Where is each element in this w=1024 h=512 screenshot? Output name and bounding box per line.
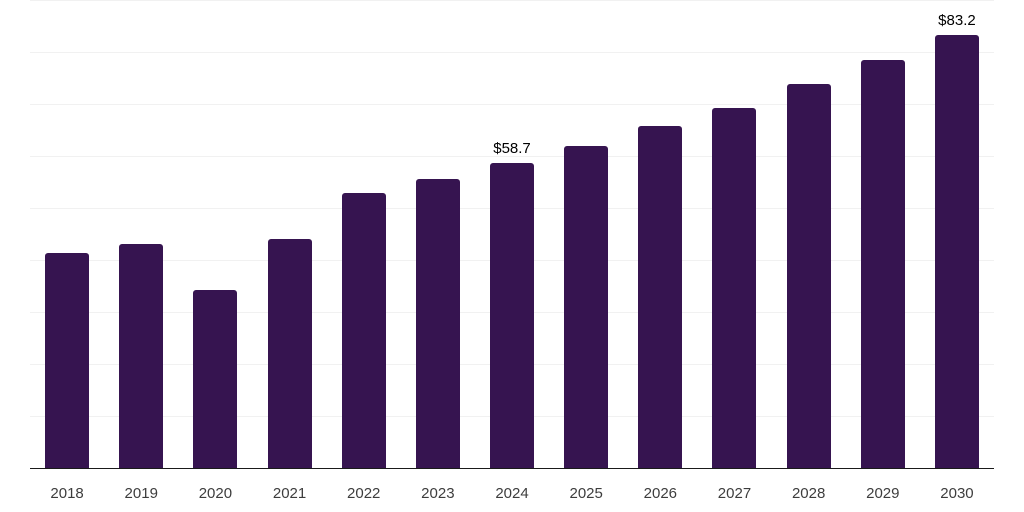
gridline-70 [30, 104, 994, 105]
plot-area: $58.7 $83.2 [30, 0, 994, 469]
bar-slot-2027 [697, 0, 771, 468]
x-tick-label-2018: 2018 [50, 485, 84, 502]
gridline-60 [30, 156, 994, 157]
bar-slot-2028 [772, 0, 846, 468]
x-tick-label-2027: 2027 [717, 485, 752, 502]
bar-2029 [860, 60, 905, 468]
x-tick-label-2019: 2019 [124, 485, 158, 502]
x-tick-label-2024: 2024 [495, 485, 529, 502]
bar-slot-2029 [846, 0, 920, 468]
bar-slot-2026 [623, 0, 697, 468]
x-tick-label-2021: 2021 [272, 485, 307, 502]
bar-slot-2023 [401, 0, 475, 468]
bar-2026 [638, 126, 683, 468]
bar-2028 [786, 83, 831, 468]
bar-slot-2018 [30, 0, 104, 468]
bar-2030 [934, 35, 979, 468]
bar-value-label-2024: $58.7 [493, 139, 531, 157]
bar-2020 [193, 290, 238, 468]
x-tick-label-2022: 2022 [347, 485, 381, 502]
bar-value-label-2030: $83.2 [938, 12, 976, 30]
bar-2019 [119, 243, 164, 468]
bar-slot-2022 [327, 0, 401, 468]
gridline-90 [30, 0, 994, 1]
bar-2027 [712, 107, 757, 468]
bar-slot-2020 [178, 0, 252, 468]
bar-2022 [341, 192, 386, 468]
x-tick-label-2023: 2023 [421, 485, 455, 502]
x-axis-tick-labels: 2018 2019 2020 2021 2022 2023 2024 2025 2026 2027… [30, 469, 994, 502]
x-tick-label-2025: 2025 [569, 485, 603, 502]
bars-container: $58.7 $83.2 [30, 0, 994, 468]
bar-slot-2019 [104, 0, 178, 468]
bar-2021 [267, 238, 312, 468]
bar-slot-2030: $83.2 [920, 0, 994, 468]
bar-2023 [415, 179, 460, 468]
x-tick-label-2026: 2026 [643, 485, 678, 502]
x-tick-label-2028: 2028 [791, 485, 826, 502]
bar-2018 [45, 253, 90, 468]
gridline-80 [30, 52, 994, 53]
x-tick-label-2020: 2020 [198, 485, 233, 502]
x-tick-label-2030: 2030 [940, 485, 974, 502]
bar-2024 [490, 162, 535, 468]
bar-2025 [564, 145, 609, 468]
x-tick-label-2029: 2029 [866, 485, 900, 502]
bar-slot-2024: $58.7 [475, 0, 549, 468]
bar-slot-2025 [549, 0, 623, 468]
x-axis-line [30, 467, 994, 469]
bar-slot-2021 [252, 0, 326, 468]
